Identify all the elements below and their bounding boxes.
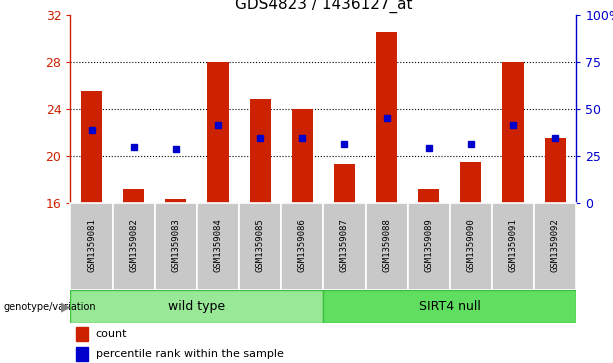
Bar — [166, 199, 186, 203]
Text: GSM1359083: GSM1359083 — [172, 218, 180, 272]
Text: GSM1359082: GSM1359082 — [129, 218, 138, 272]
Text: count: count — [96, 329, 128, 339]
Bar — [365, 203, 408, 290]
Bar — [281, 203, 324, 290]
Bar — [249, 99, 271, 203]
Bar — [70, 290, 324, 323]
Bar — [418, 189, 440, 203]
Text: GSM1359086: GSM1359086 — [298, 218, 306, 272]
Bar — [75, 327, 88, 341]
Bar — [334, 164, 355, 203]
Bar — [408, 203, 450, 290]
Bar — [324, 290, 576, 323]
Bar — [534, 203, 576, 290]
Text: GSM1359084: GSM1359084 — [213, 218, 223, 272]
Text: ▶: ▶ — [61, 300, 71, 313]
Title: GDS4823 / 1436127_at: GDS4823 / 1436127_at — [235, 0, 412, 13]
Bar — [544, 138, 566, 203]
Text: GSM1359085: GSM1359085 — [256, 218, 265, 272]
Text: GSM1359088: GSM1359088 — [382, 218, 391, 272]
Bar — [503, 62, 524, 203]
Bar — [239, 203, 281, 290]
Text: GSM1359091: GSM1359091 — [509, 218, 517, 272]
Text: genotype/variation: genotype/variation — [3, 302, 96, 312]
Text: percentile rank within the sample: percentile rank within the sample — [96, 349, 284, 359]
Bar — [207, 62, 229, 203]
Bar — [197, 203, 239, 290]
Bar — [123, 189, 144, 203]
Bar — [460, 162, 481, 203]
Text: GSM1359092: GSM1359092 — [550, 218, 560, 272]
Text: wild type: wild type — [169, 300, 226, 313]
Bar — [450, 203, 492, 290]
Bar — [324, 203, 365, 290]
Text: GSM1359090: GSM1359090 — [466, 218, 475, 272]
Bar — [70, 203, 113, 290]
Text: GSM1359081: GSM1359081 — [87, 218, 96, 272]
Text: SIRT4 null: SIRT4 null — [419, 300, 481, 313]
Bar — [75, 347, 88, 361]
Bar — [154, 203, 197, 290]
Bar — [376, 32, 397, 203]
Bar — [292, 109, 313, 203]
Text: GSM1359089: GSM1359089 — [424, 218, 433, 272]
Bar — [492, 203, 534, 290]
Bar — [81, 91, 102, 203]
Bar — [113, 203, 154, 290]
Text: GSM1359087: GSM1359087 — [340, 218, 349, 272]
